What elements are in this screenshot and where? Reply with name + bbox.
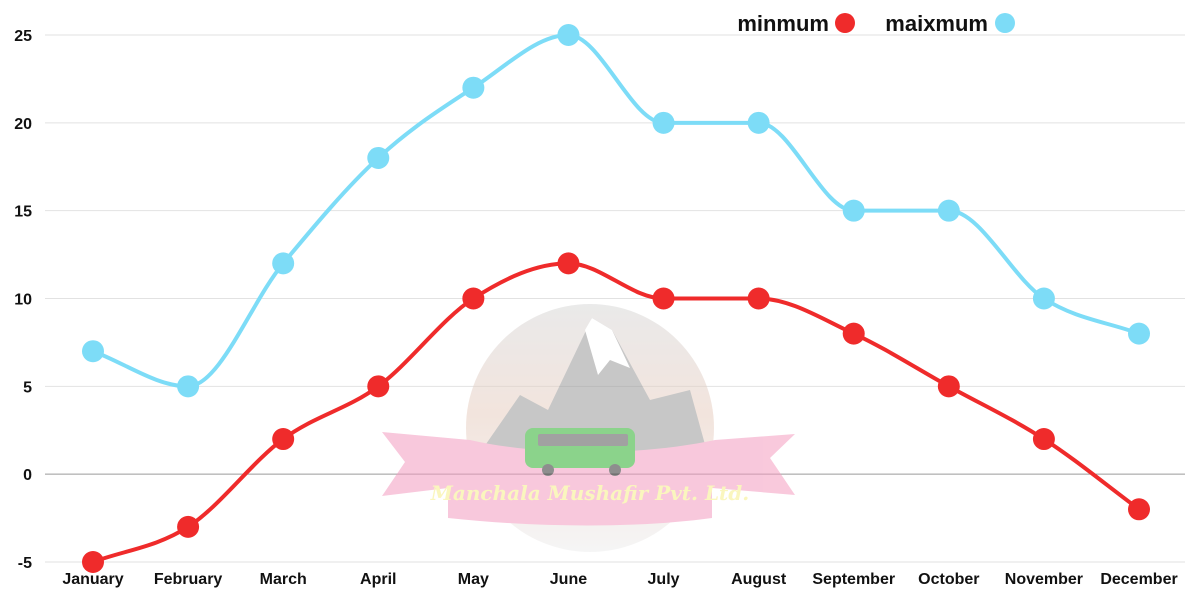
axes: -5 0 5 10 15 20 25 January February March April May… [14, 28, 1177, 588]
snow-icon [585, 318, 630, 375]
x-tick-label: December [1100, 571, 1177, 588]
legend-item-maixmum: maixmum [885, 11, 1015, 36]
series-maixmum [82, 24, 1150, 398]
data-point-minmum-May [462, 287, 485, 310]
data-point-minmum-September [842, 322, 865, 345]
data-point-maixmum-January [82, 340, 104, 363]
legend-label: maixmum [885, 11, 988, 36]
bus-wheel [542, 464, 554, 476]
legend: minmum maixmum [737, 11, 1015, 36]
data-point-maixmum-October [937, 199, 960, 222]
data-point-maixmum-April [367, 146, 390, 169]
x-tick-label: March [260, 571, 307, 588]
y-tick-label: 5 [23, 379, 32, 396]
data-point-minmum-July [652, 287, 675, 310]
series [82, 24, 1150, 573]
data-point-minmum-March [272, 428, 295, 451]
x-tick-label: November [1005, 571, 1083, 588]
ribbon [382, 432, 795, 526]
watermark-logo: Manchala Mushafir Pvt. Ltd. [382, 304, 795, 552]
x-tick-label: July [648, 571, 680, 588]
x-tick-label: February [154, 571, 223, 588]
legend-item-minmum: minmum [737, 11, 855, 36]
data-point-minmum-February [177, 515, 200, 538]
y-tick-label: 20 [14, 116, 32, 133]
series-minmum [82, 252, 1150, 573]
data-point-maixmum-February [177, 375, 200, 398]
data-point-minmum-January [82, 551, 104, 573]
y-tick-label: -5 [18, 555, 32, 572]
x-tick-label: October [918, 571, 979, 588]
x-tick-label: May [458, 571, 489, 588]
data-point-maixmum-August [747, 111, 770, 134]
legend-marker [995, 13, 1015, 33]
data-point-maixmum-March [272, 252, 295, 275]
data-point-maixmum-June [557, 24, 580, 46]
data-point-maixmum-July [652, 111, 675, 134]
data-point-minmum-December [1128, 498, 1150, 521]
y-tick-label: 0 [23, 467, 32, 484]
legend-label: minmum [737, 11, 829, 36]
x-tick-label: August [731, 571, 787, 588]
data-point-maixmum-November [1032, 287, 1055, 310]
data-point-minmum-November [1032, 428, 1055, 451]
y-tick-label: 25 [14, 28, 32, 45]
x-tick-label: January [62, 571, 123, 588]
data-point-minmum-April [367, 375, 390, 398]
x-tick-label: June [550, 571, 587, 588]
y-tick-label: 10 [14, 292, 32, 309]
watermark-text: Manchala Mushafir Pvt. Ltd. [430, 481, 749, 505]
x-tick-label: September [812, 571, 895, 588]
data-point-maixmum-September [842, 199, 865, 222]
bus-wheel [609, 464, 621, 476]
legend-marker [835, 13, 855, 33]
data-point-maixmum-December [1128, 322, 1150, 345]
data-point-minmum-August [747, 287, 770, 310]
bus-windows [538, 434, 628, 446]
x-tick-label: April [360, 571, 396, 588]
data-point-minmum-October [937, 375, 960, 398]
data-point-maixmum-May [462, 76, 485, 99]
y-tick-label: 15 [14, 204, 32, 221]
data-point-minmum-June [557, 252, 580, 275]
